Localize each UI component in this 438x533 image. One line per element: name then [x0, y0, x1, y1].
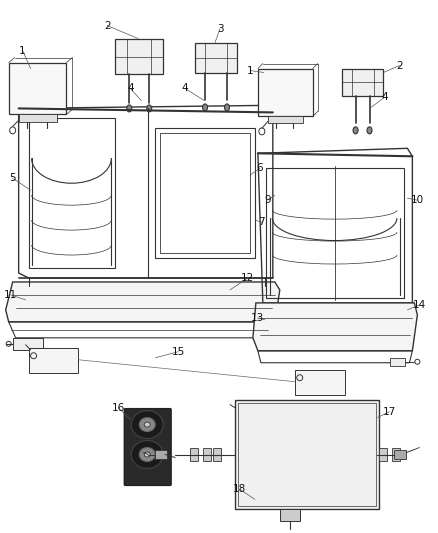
Bar [395, 449, 406, 459]
Polygon shape [6, 282, 280, 322]
Text: 2: 2 [396, 61, 403, 70]
Bar [9, 62, 67, 115]
Bar [238, 402, 377, 506]
Ellipse shape [202, 104, 208, 111]
Bar [203, 448, 211, 462]
Text: 6: 6 [257, 163, 263, 173]
Polygon shape [195, 43, 237, 72]
Ellipse shape [144, 452, 150, 457]
Bar [155, 449, 167, 459]
Bar [392, 448, 400, 462]
Bar [213, 448, 221, 462]
Ellipse shape [139, 448, 155, 462]
Text: 7: 7 [258, 217, 265, 227]
Ellipse shape [144, 422, 150, 427]
Ellipse shape [225, 104, 230, 111]
Ellipse shape [139, 417, 155, 432]
Ellipse shape [127, 105, 132, 112]
Bar [13, 338, 42, 350]
Polygon shape [342, 69, 384, 96]
Bar [190, 448, 198, 462]
FancyBboxPatch shape [124, 409, 171, 486]
Text: 4: 4 [381, 92, 388, 102]
Bar [280, 510, 300, 521]
Bar [19, 115, 57, 123]
Text: 4: 4 [127, 84, 134, 93]
Text: 12: 12 [241, 273, 254, 283]
Bar [28, 348, 78, 373]
Bar [295, 370, 345, 394]
Text: 11: 11 [4, 290, 17, 300]
Text: 5: 5 [9, 173, 16, 183]
Polygon shape [115, 38, 163, 74]
Text: 9: 9 [265, 195, 271, 205]
Bar [390, 358, 406, 366]
Bar [155, 128, 255, 258]
Ellipse shape [147, 105, 152, 112]
Text: 18: 18 [233, 484, 247, 495]
Text: 15: 15 [172, 347, 185, 357]
Text: 3: 3 [217, 23, 223, 34]
Polygon shape [253, 303, 417, 351]
Bar [235, 400, 379, 510]
Bar [160, 133, 250, 253]
Text: 4: 4 [182, 84, 188, 93]
Ellipse shape [353, 127, 358, 134]
Text: 1: 1 [247, 66, 253, 76]
Text: 13: 13 [251, 313, 265, 323]
Ellipse shape [131, 410, 163, 439]
Bar [258, 69, 313, 116]
Text: 2: 2 [104, 21, 111, 30]
Bar [379, 448, 388, 462]
Text: 1: 1 [19, 45, 26, 55]
Text: 16: 16 [112, 402, 125, 413]
Ellipse shape [131, 441, 163, 469]
Ellipse shape [367, 127, 372, 134]
Text: 14: 14 [413, 300, 426, 310]
Bar [268, 116, 303, 123]
Text: 10: 10 [411, 195, 424, 205]
Text: 17: 17 [383, 407, 396, 417]
